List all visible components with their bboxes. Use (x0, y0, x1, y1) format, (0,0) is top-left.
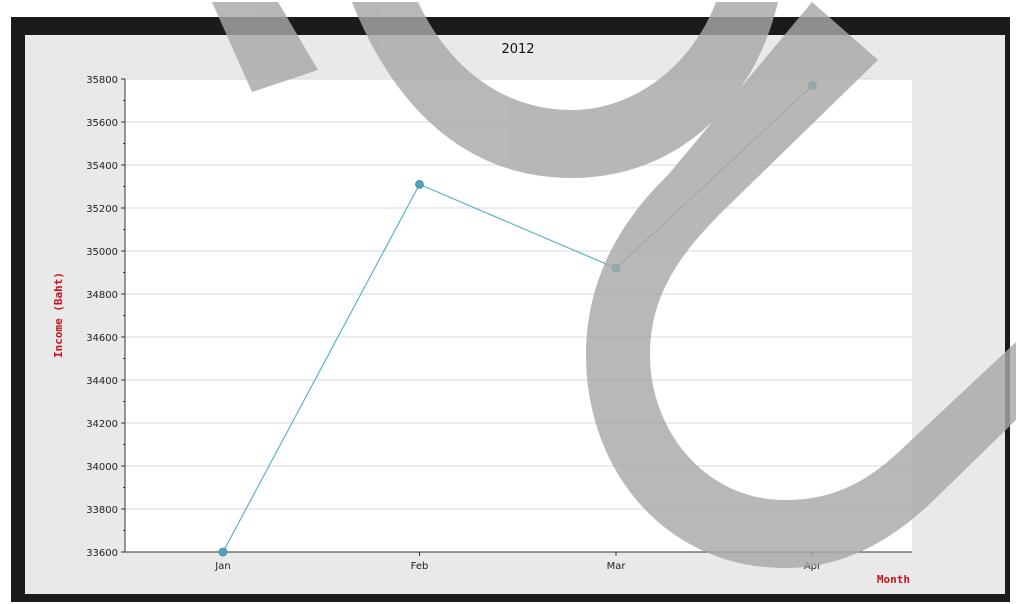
x-tick-label: Mar (607, 561, 627, 572)
x-tick-label: Apr (804, 561, 822, 572)
x-tick-labels: Jan Feb Mar Apr (214, 561, 822, 572)
data-point (218, 547, 228, 557)
y-tick-label: 35200 (86, 204, 118, 215)
y-tick-label: 34200 (86, 419, 118, 430)
y-axis-title: Income (Baht) (52, 272, 65, 358)
y-tick-label: 35000 (86, 247, 118, 258)
y-tick-label: 34400 (86, 376, 118, 387)
x-axis-title: Month (877, 573, 910, 586)
y-tick-label: 35600 (86, 118, 118, 129)
y-tick-labels: 33600 33800 34000 34200 34400 34600 34800 35000… (86, 75, 118, 559)
y-tick-label: 34000 (86, 462, 118, 473)
data-point (415, 179, 424, 189)
chart-title: 2012 (501, 42, 534, 57)
data-point (808, 81, 817, 90)
data-point (611, 263, 621, 273)
x-tick-label: Feb (411, 561, 429, 572)
y-tick-label: 33800 (86, 505, 118, 516)
y-tick-label: 34800 (86, 290, 118, 301)
y-tick-label: 34600 (86, 333, 118, 344)
y-tick-label: 35400 (86, 161, 118, 172)
y-tick-label: 33600 (86, 548, 118, 559)
x-tick-label: Jan (214, 561, 230, 572)
plot-area (125, 79, 912, 552)
y-tick-label: 35800 (86, 75, 118, 86)
